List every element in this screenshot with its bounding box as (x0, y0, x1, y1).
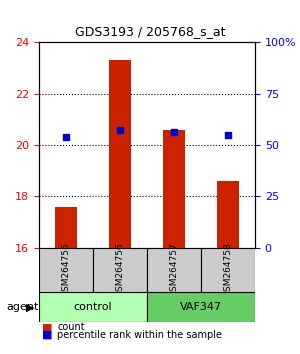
FancyBboxPatch shape (39, 292, 147, 322)
Text: GDS3193 / 205768_s_at: GDS3193 / 205768_s_at (75, 25, 225, 38)
FancyBboxPatch shape (201, 248, 255, 292)
Text: control: control (74, 302, 112, 312)
Bar (217, 181, 239, 248)
Bar (55, 207, 77, 248)
Text: GSM264758: GSM264758 (224, 242, 232, 297)
Bar (109, 61, 131, 248)
FancyBboxPatch shape (39, 248, 93, 292)
Text: GSM264757: GSM264757 (169, 242, 178, 297)
Text: GSM264755: GSM264755 (61, 242, 70, 297)
Text: percentile rank within the sample: percentile rank within the sample (57, 330, 222, 339)
Text: GSM264756: GSM264756 (116, 242, 124, 297)
FancyBboxPatch shape (93, 248, 147, 292)
Text: ■: ■ (42, 330, 52, 339)
Bar (163, 130, 185, 248)
FancyBboxPatch shape (147, 248, 201, 292)
Text: count: count (57, 322, 85, 332)
Text: ■: ■ (42, 322, 52, 332)
Text: VAF347: VAF347 (180, 302, 222, 312)
Text: ▶: ▶ (26, 302, 34, 312)
Text: agent: agent (6, 302, 38, 312)
FancyBboxPatch shape (147, 292, 255, 322)
